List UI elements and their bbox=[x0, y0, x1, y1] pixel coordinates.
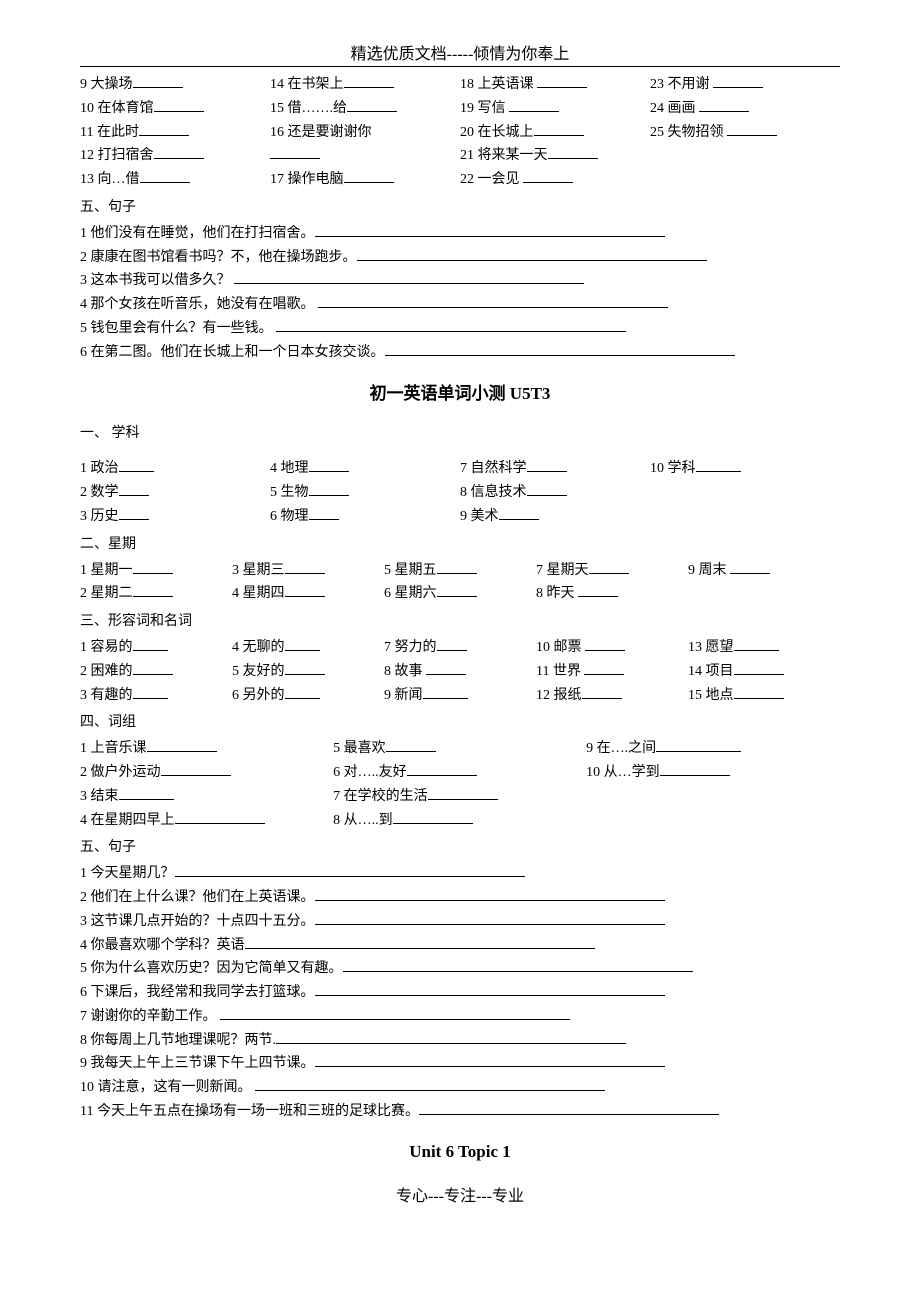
sentence: 8 你每周上几节地理课呢？两节. bbox=[80, 1029, 840, 1053]
u5t3-title: 初一英语单词小测 U5T3 bbox=[80, 379, 840, 404]
item: 7 星期天 bbox=[536, 559, 680, 583]
item: 2 困难的 bbox=[80, 660, 224, 684]
item: 1 星期一 bbox=[80, 559, 224, 583]
item: 3 星期三 bbox=[232, 559, 376, 583]
item: 11 世界 bbox=[536, 660, 680, 684]
item: 8 从…..到 bbox=[333, 809, 578, 833]
sentence: 7 谢谢你的辛勤工作。 bbox=[80, 1005, 840, 1029]
sentence: 5 钱包里会有什么？有一些钱。 bbox=[80, 317, 840, 341]
item: 10 邮票 bbox=[536, 636, 680, 660]
item: 18 上英语课 bbox=[460, 73, 642, 97]
item: 8 昨天 bbox=[536, 582, 680, 606]
sentence: 11 今天上午五点在操场有一场一班和三班的足球比赛。 bbox=[80, 1100, 840, 1124]
item: 2 做户外运动 bbox=[80, 761, 325, 785]
item: 5 友好的 bbox=[232, 660, 376, 684]
sentence: 4 你最喜欢哪个学科？英语 bbox=[80, 934, 840, 958]
u6t1-title: Unit 6 Topic 1 bbox=[80, 1142, 840, 1162]
sentence: 2 他们在上什么课？他们在上英语课。 bbox=[80, 886, 840, 910]
item: 4 无聊的 bbox=[232, 636, 376, 660]
item: 4 地理 bbox=[270, 457, 452, 481]
page-footer: 专心---专注---专业 bbox=[80, 1182, 840, 1206]
item: 9 新闻 bbox=[384, 684, 528, 708]
item: 16 还是要谢谢你 bbox=[270, 121, 452, 145]
item bbox=[270, 144, 452, 168]
u5t3-sec2-grid: 1 星期一 2 星期二 3 星期三 4 星期四 5 星期五 6 星期六 7 星期… bbox=[80, 559, 840, 607]
item: 12 报纸 bbox=[536, 684, 680, 708]
item: 2 数学 bbox=[80, 481, 262, 505]
item: 10 在体育馆 bbox=[80, 97, 262, 121]
item: 14 在书架上 bbox=[270, 73, 452, 97]
item: 23 不用谢 bbox=[650, 73, 832, 97]
item: 9 周末 bbox=[688, 559, 832, 583]
item: 17 操作电脑 bbox=[270, 168, 452, 192]
item: 9 在….之间 bbox=[586, 737, 831, 761]
item: 20 在长城上 bbox=[460, 121, 642, 145]
item: 3 有趣的 bbox=[80, 684, 224, 708]
sentence: 1 他们没有在睡觉，他们在打扫宿舍。 bbox=[80, 222, 840, 246]
sentence: 10 请注意，这有一则新闻。 bbox=[80, 1076, 840, 1100]
item: 6 另外的 bbox=[232, 684, 376, 708]
item: 15 借…….给 bbox=[270, 97, 452, 121]
item: 10 学科 bbox=[650, 457, 832, 481]
u5t3-sec4-grid: 1 上音乐课 2 做户外运动 3 结束 4 在星期四早上 5 最喜欢 6 对….… bbox=[80, 737, 840, 832]
block1-section5-label: 五、句子 bbox=[80, 196, 840, 220]
item: 2 星期二 bbox=[80, 582, 224, 606]
sentence: 6 下课后，我经常和我同学去打篮球。 bbox=[80, 981, 840, 1005]
sentence: 3 这本书我可以借多久？ bbox=[80, 269, 840, 293]
item: 8 故事 bbox=[384, 660, 528, 684]
item: 22 一会见 bbox=[460, 168, 642, 192]
item: 10 从…学到 bbox=[586, 761, 831, 785]
u5t3-sec5-label: 五、句子 bbox=[80, 836, 840, 860]
item: 7 自然科学 bbox=[460, 457, 642, 481]
item: 1 容易的 bbox=[80, 636, 224, 660]
item: 15 地点 bbox=[688, 684, 832, 708]
item: 13 愿望 bbox=[688, 636, 832, 660]
item: 5 最喜欢 bbox=[333, 737, 578, 761]
sentence: 2 康康在图书馆看书吗？不，他在操场跑步。 bbox=[80, 246, 840, 270]
item: 6 对…..友好 bbox=[333, 761, 578, 785]
item: 4 星期四 bbox=[232, 582, 376, 606]
item: 6 物理 bbox=[270, 505, 452, 529]
u5t3-sentences: 1 今天星期几？ 2 他们在上什么课？他们在上英语课。 3 这节课几点开始的？十… bbox=[80, 862, 840, 1124]
item: 3 历史 bbox=[80, 505, 262, 529]
sentence: 5 你为什么喜欢历史？因为它简单又有趣。 bbox=[80, 957, 840, 981]
item: 7 在学校的生活 bbox=[333, 785, 578, 809]
u5t3-sec1-label: 一、 学科 bbox=[80, 422, 840, 446]
item: 12 打扫宿舍 bbox=[80, 144, 262, 168]
item: 7 努力的 bbox=[384, 636, 528, 660]
page-header: 精选优质文档-----倾情为你奉上 bbox=[80, 40, 840, 67]
item: 19 写信 bbox=[460, 97, 642, 121]
item: 21 将来某一天 bbox=[460, 144, 642, 168]
item: 9 大操场 bbox=[80, 73, 262, 97]
sentence: 9 我每天上午上三节课下午上四节课。 bbox=[80, 1052, 840, 1076]
sentence: 1 今天星期几？ bbox=[80, 862, 840, 886]
item: 1 上音乐课 bbox=[80, 737, 325, 761]
item: 24 画画 bbox=[650, 97, 832, 121]
sentence: 3 这节课几点开始的？十点四十五分。 bbox=[80, 910, 840, 934]
item: 4 在星期四早上 bbox=[80, 809, 325, 833]
item: 14 项目 bbox=[688, 660, 832, 684]
item: 9 美术 bbox=[460, 505, 642, 529]
item: 5 生物 bbox=[270, 481, 452, 505]
item: 5 星期五 bbox=[384, 559, 528, 583]
u5t3-sec4-label: 四、词组 bbox=[80, 711, 840, 735]
item: 3 结束 bbox=[80, 785, 325, 809]
item: 11 在此时 bbox=[80, 121, 262, 145]
item: 13 向…借 bbox=[80, 168, 262, 192]
block1-sentences: 1 他们没有在睡觉，他们在打扫宿舍。 2 康康在图书馆看书吗？不，他在操场跑步。… bbox=[80, 222, 840, 365]
u5t3-sec2-label: 二、星期 bbox=[80, 533, 840, 557]
item: 8 信息技术 bbox=[460, 481, 642, 505]
item: 1 政治 bbox=[80, 457, 262, 481]
item: 6 星期六 bbox=[384, 582, 528, 606]
block1-grid: 9 大操场 10 在体育馆 11 在此时 12 打扫宿舍 13 向…借 14 在… bbox=[80, 73, 840, 192]
u5t3-sec1-grid: 1 政治 2 数学 3 历史 4 地理 5 生物 6 物理 7 自然科学 8 信… bbox=[80, 457, 840, 528]
item: 25 失物招领 bbox=[650, 121, 832, 145]
sentence: 6 在第二图。他们在长城上和一个日本女孩交谈。 bbox=[80, 341, 840, 365]
u5t3-sec3-grid: 1 容易的 2 困难的 3 有趣的 4 无聊的 5 友好的 6 另外的 7 努力… bbox=[80, 636, 840, 707]
sentence: 4 那个女孩在听音乐，她没有在唱歌。 bbox=[80, 293, 840, 317]
u5t3-sec3-label: 三、形容词和名词 bbox=[80, 610, 840, 634]
